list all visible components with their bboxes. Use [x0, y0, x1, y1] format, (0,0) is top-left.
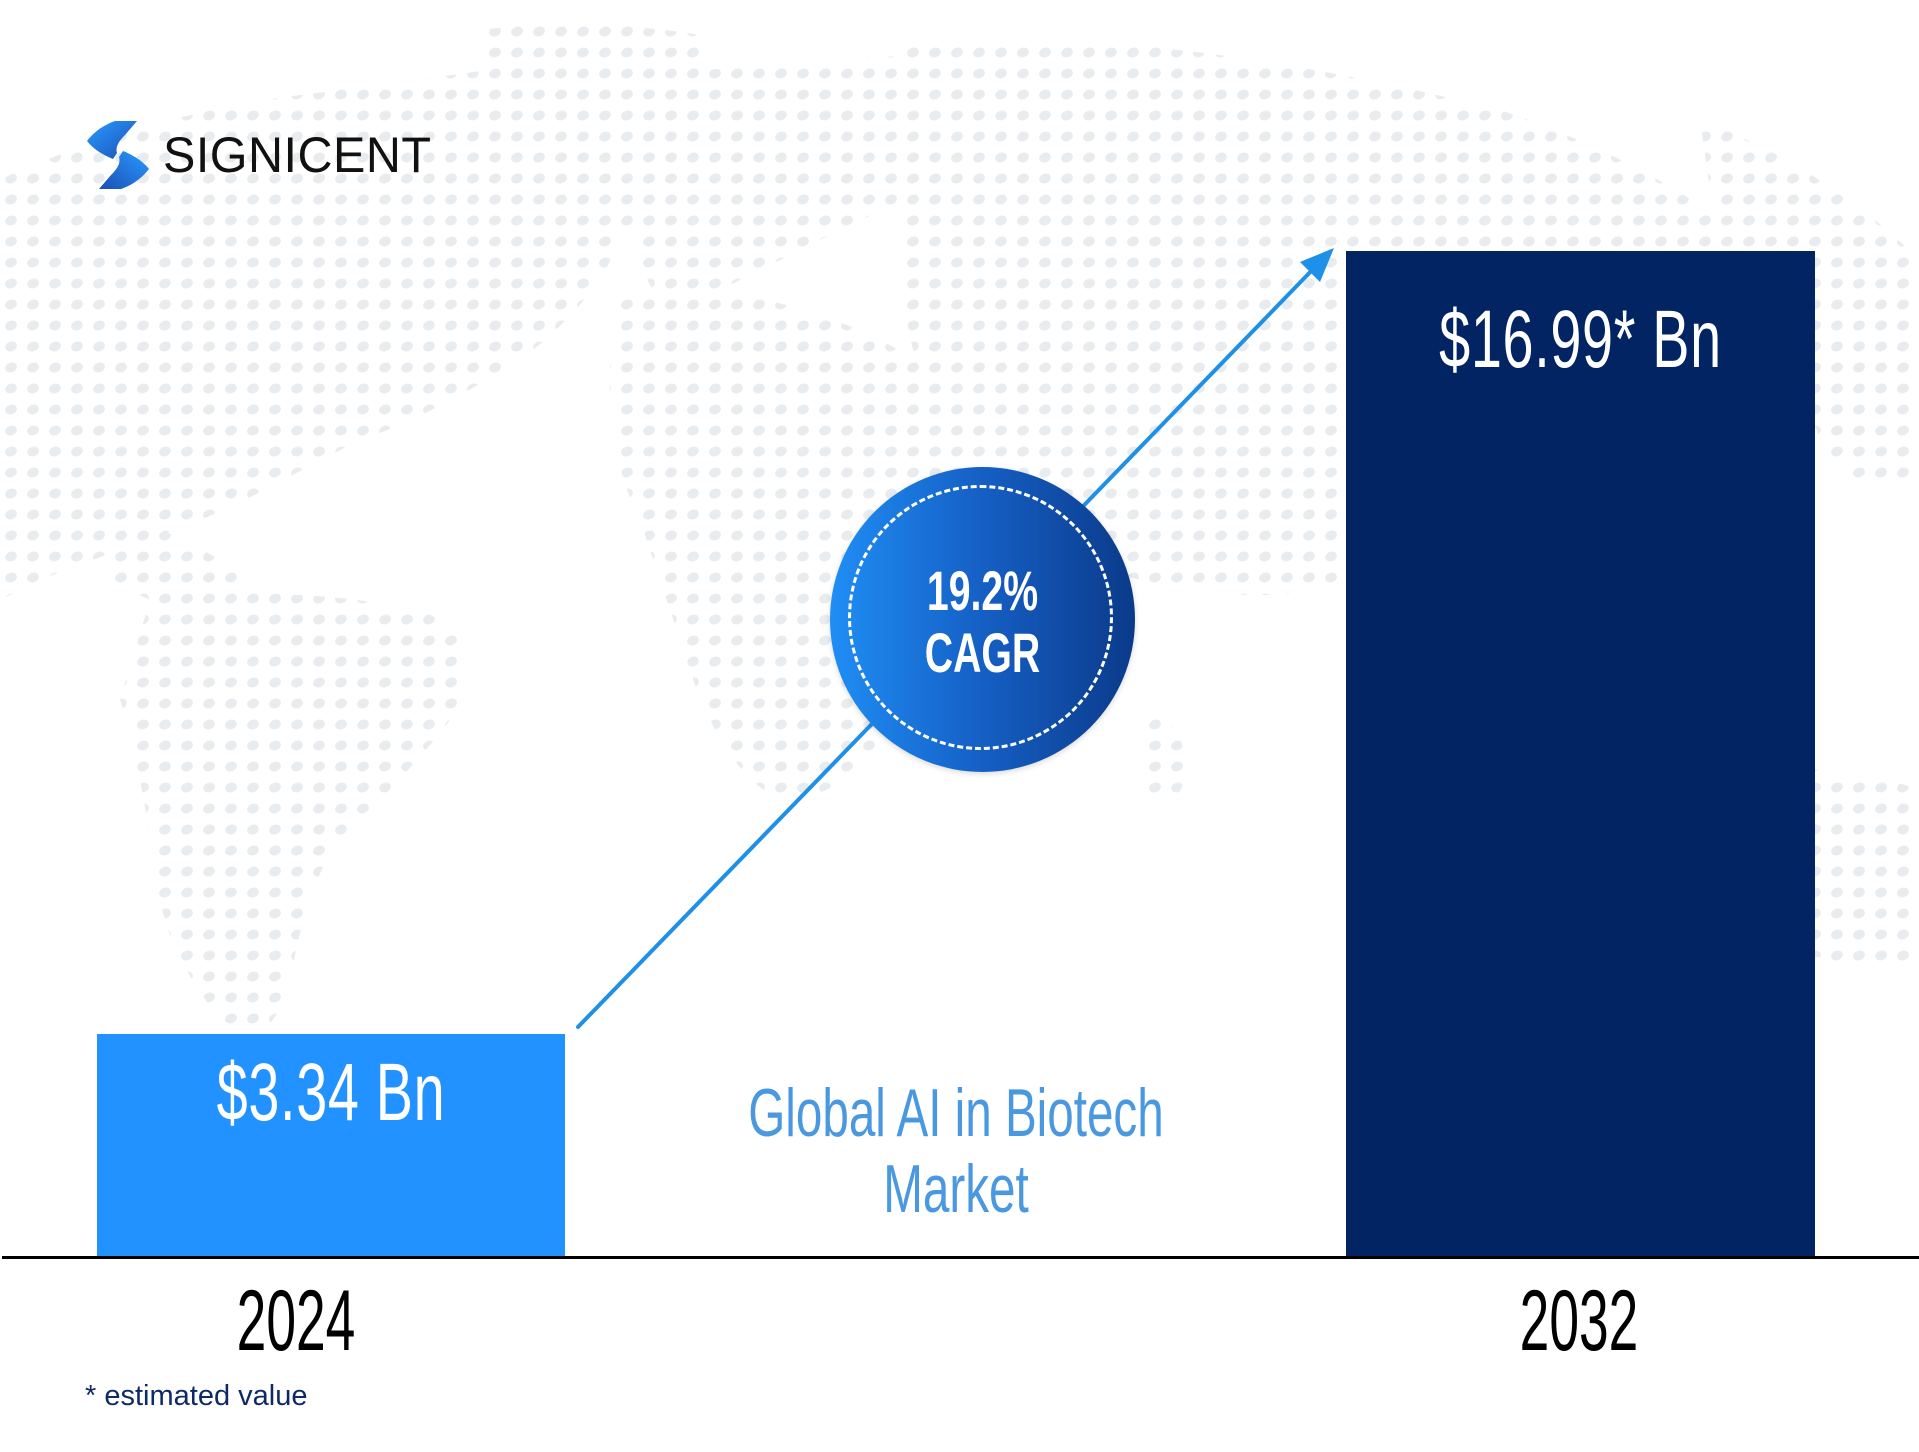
bar-value-2024: $3.34 Bn: [216, 1047, 446, 1138]
cagr-label: CAGR: [924, 621, 1041, 684]
signicent-logo-icon: [87, 121, 149, 189]
cagr-value: 19.2%: [926, 559, 1039, 622]
bar-2024: $3.34 Bn: [97, 1034, 565, 1258]
x-axis-label-2024: 2024: [236, 1273, 356, 1369]
cagr-badge: 19.2% CAGR: [830, 467, 1135, 772]
chart-title: Global AI in Biotech Market: [746, 1075, 1166, 1227]
chart-title-line2: Market: [883, 1151, 1029, 1227]
x-axis-label-2032: 2032: [1519, 1273, 1639, 1369]
brand-name: SIGNICENT: [163, 127, 432, 183]
x-axis-baseline: [2, 1256, 1919, 1259]
bar-2032: $16.99* Bn: [1346, 251, 1815, 1258]
brand-logo: SIGNICENT: [85, 118, 440, 192]
bar-value-2032: $16.99* Bn: [1439, 294, 1722, 385]
chart-title-line1: Global AI in Biotech: [748, 1075, 1164, 1151]
footnote: * estimated value: [85, 1380, 308, 1412]
